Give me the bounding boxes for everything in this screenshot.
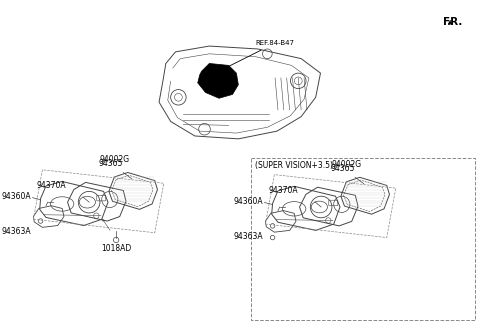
Text: 94363A: 94363A xyxy=(234,232,264,241)
Text: 94370A: 94370A xyxy=(36,181,66,191)
Text: FR.: FR. xyxy=(443,17,463,27)
Text: 94002G: 94002G xyxy=(331,160,361,169)
Text: 94360A: 94360A xyxy=(234,197,264,206)
Text: 1018AD: 1018AD xyxy=(101,243,131,253)
Text: REF.84-B47: REF.84-B47 xyxy=(221,40,295,70)
Text: 94363A: 94363A xyxy=(2,227,32,236)
Polygon shape xyxy=(198,63,239,98)
Text: 94370A: 94370A xyxy=(268,186,298,195)
Text: 94365: 94365 xyxy=(331,164,364,184)
Text: 94365: 94365 xyxy=(99,159,132,179)
Text: 94002G: 94002G xyxy=(99,155,130,164)
Text: 94360A: 94360A xyxy=(2,192,32,201)
Text: (SUPER VISION+3.5): (SUPER VISION+3.5) xyxy=(255,161,333,170)
